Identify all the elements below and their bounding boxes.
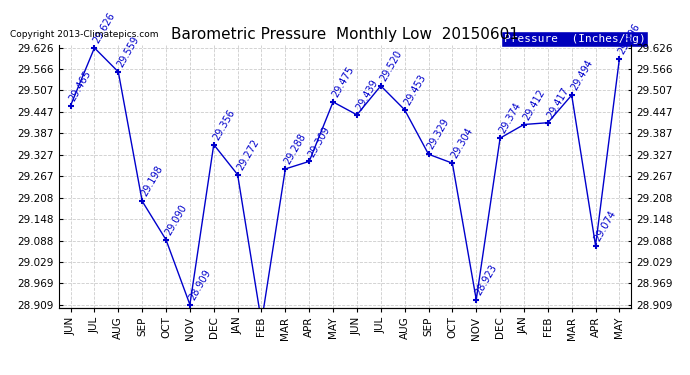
- Text: 28.909: 28.909: [187, 268, 213, 302]
- Text: 29.596: 29.596: [617, 21, 642, 56]
- Title: Barometric Pressure  Monthly Low  20150601: Barometric Pressure Monthly Low 20150601: [171, 27, 519, 42]
- Text: 29.288: 29.288: [283, 132, 308, 166]
- Text: Pressure  (Inches/Hg): Pressure (Inches/Hg): [504, 34, 645, 44]
- Text: 29.626: 29.626: [92, 11, 117, 45]
- Text: 28.860: 28.860: [0, 374, 1, 375]
- Text: 29.309: 29.309: [306, 124, 332, 159]
- Text: 29.272: 29.272: [235, 137, 261, 172]
- Text: 29.356: 29.356: [211, 108, 237, 142]
- Text: Copyright 2013-Climatepics.com: Copyright 2013-Climatepics.com: [10, 30, 159, 39]
- Text: 29.329: 29.329: [426, 117, 451, 152]
- Text: 29.412: 29.412: [521, 87, 546, 122]
- Text: 29.494: 29.494: [569, 58, 595, 92]
- Text: 28.923: 28.923: [473, 262, 499, 297]
- Text: 29.465: 29.465: [68, 68, 93, 103]
- Text: 29.304: 29.304: [450, 126, 475, 160]
- Text: 29.520: 29.520: [378, 49, 404, 83]
- Text: 29.475: 29.475: [331, 65, 356, 99]
- Text: 29.090: 29.090: [164, 203, 189, 237]
- Text: 29.198: 29.198: [139, 164, 165, 198]
- Text: 29.439: 29.439: [354, 78, 380, 112]
- Text: 29.074: 29.074: [593, 209, 618, 243]
- Text: 29.374: 29.374: [497, 101, 523, 135]
- Text: 29.559: 29.559: [115, 34, 141, 69]
- Text: 29.417: 29.417: [545, 86, 571, 120]
- Text: 29.453: 29.453: [402, 73, 428, 107]
